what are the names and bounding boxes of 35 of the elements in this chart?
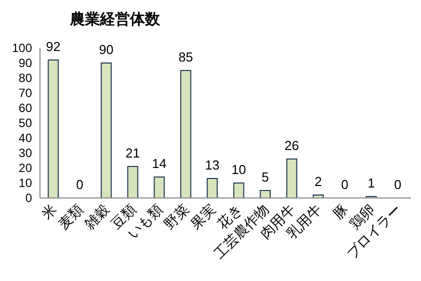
- bar: [206, 178, 218, 198]
- data-label: 0: [76, 177, 84, 192]
- bar: [100, 62, 112, 198]
- data-label: 5: [262, 170, 269, 184]
- data-label: 1: [368, 176, 375, 190]
- bar: [233, 182, 244, 198]
- y-tick-label: 0: [25, 191, 32, 205]
- bar: [180, 70, 192, 198]
- chart-title: 農業経営体数: [69, 11, 161, 28]
- bar: [48, 60, 59, 198]
- y-tick-label: 10: [18, 176, 32, 190]
- data-label: 13: [205, 158, 220, 172]
- y-tick-label: 50: [18, 116, 32, 130]
- data-label: 10: [232, 162, 246, 177]
- y-tick-label: 40: [18, 131, 32, 145]
- x-tick-label: 米: [38, 200, 60, 222]
- data-label: 90: [99, 42, 114, 57]
- data-label: 85: [178, 50, 193, 64]
- data-label: 14: [152, 156, 166, 171]
- y-tick-label: 60: [18, 101, 32, 115]
- data-label: 0: [394, 177, 402, 192]
- data-label: 2: [314, 174, 322, 189]
- data-label: 26: [284, 138, 299, 153]
- y-tick-label: 20: [18, 161, 32, 175]
- data-label: 0: [341, 177, 348, 192]
- data-label: 21: [126, 146, 140, 160]
- y-tick-label: 90: [18, 56, 32, 70]
- y-tick-label: 30: [18, 146, 32, 160]
- data-label: 92: [46, 39, 60, 54]
- y-tick-label: 70: [18, 86, 32, 100]
- bar: [154, 176, 165, 198]
- y-tick-label: 100: [12, 41, 32, 55]
- bar: [286, 158, 298, 198]
- bar: [127, 166, 138, 198]
- y-tick-label: 80: [18, 71, 32, 85]
